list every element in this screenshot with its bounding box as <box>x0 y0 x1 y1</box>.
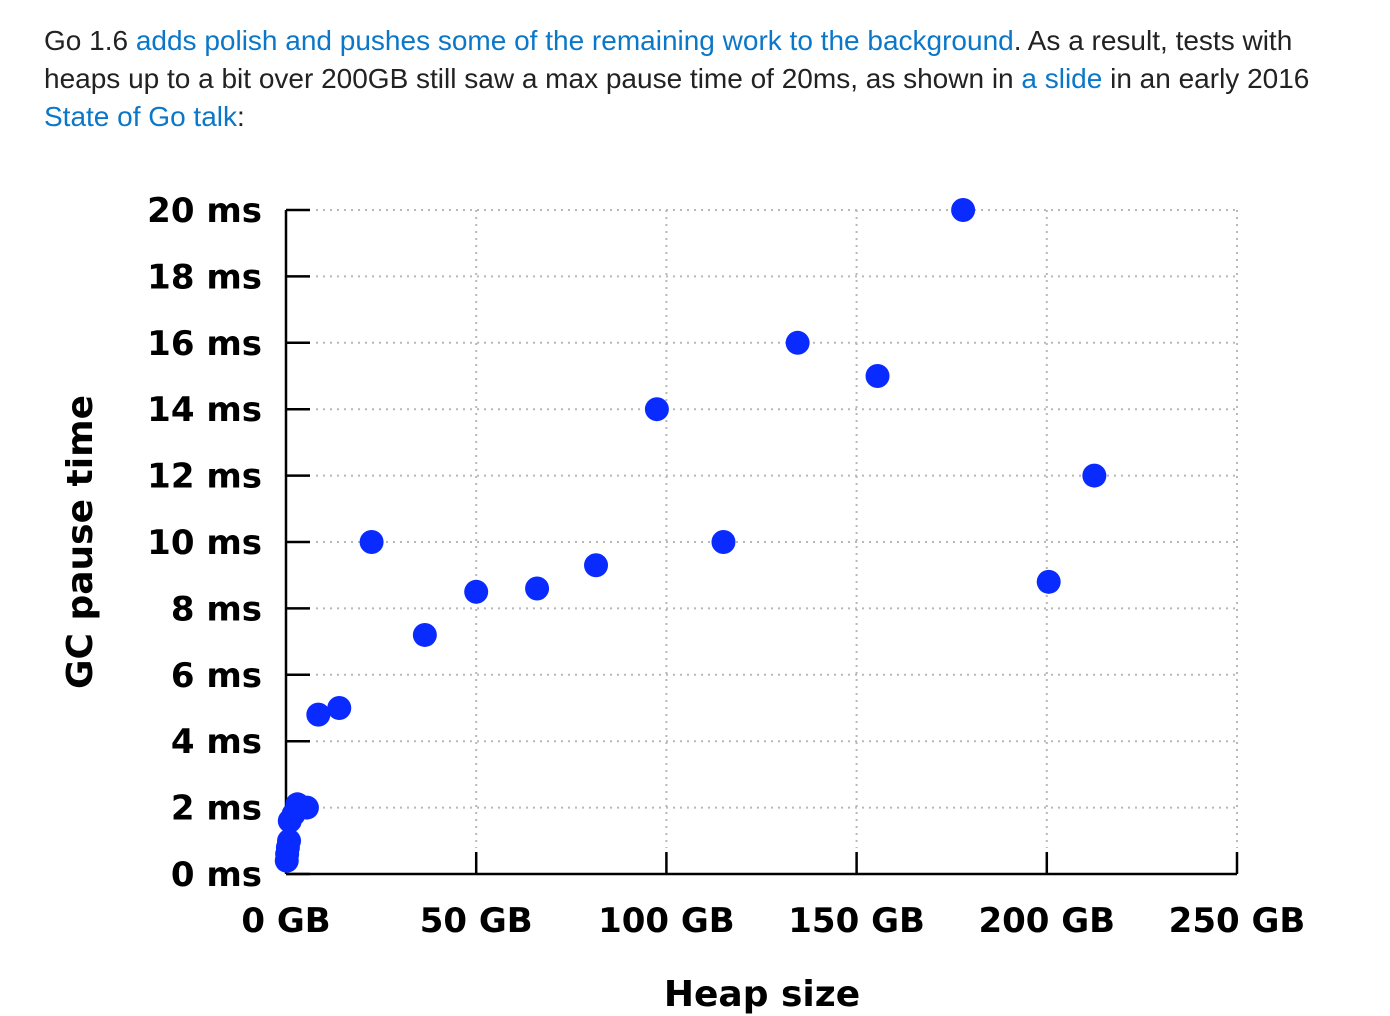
data-points <box>274 198 1107 873</box>
data-point <box>306 702 331 727</box>
y-tick-label: 14 ms <box>147 390 262 430</box>
data-point <box>525 576 550 601</box>
data-point <box>865 364 890 388</box>
y-axis-title: GC pause time <box>60 395 101 689</box>
data-point <box>584 553 609 578</box>
data-point <box>412 622 437 647</box>
y-tick-label: 0 ms <box>171 855 262 895</box>
y-tick-label: 16 ms <box>147 324 262 364</box>
y-tick-label: 18 ms <box>147 257 262 297</box>
data-point <box>1082 463 1107 488</box>
x-tick-label: 200 GB <box>978 901 1115 941</box>
x-tick-label: 0 GB <box>241 901 330 941</box>
data-point <box>785 330 810 355</box>
paragraph-text-2: . As a result, tests with heaps up to a … <box>44 25 1293 94</box>
link-state-of-go-talk[interactable]: State of Go talk <box>44 101 237 132</box>
y-tick-label: 2 ms <box>171 789 262 829</box>
data-point <box>464 579 489 604</box>
y-tick-label: 6 ms <box>171 656 262 696</box>
link-polish-background[interactable]: adds polish and pushes some of the remai… <box>135 25 1014 56</box>
data-point <box>277 828 302 853</box>
data-point <box>711 530 736 554</box>
x-tick-label: 150 GB <box>788 901 925 941</box>
link-a-slide[interactable]: a slide <box>1021 63 1103 94</box>
paragraph-text-3: in an early 2016 <box>1102 63 1310 94</box>
intro-paragraph: Go 1.6 adds polish and pushes some of th… <box>44 22 1354 136</box>
tick-labels: 0 ms 2 ms 4 ms 6 ms 8 ms 10 ms 12 ms 14 ms 16 ms… <box>147 191 1305 941</box>
y-tick-label: 10 ms <box>147 523 262 563</box>
data-point <box>644 397 669 422</box>
y-tick-label: 4 ms <box>171 722 262 762</box>
y-tick-label: 12 ms <box>147 457 262 497</box>
data-point <box>294 795 319 820</box>
data-point <box>359 530 384 554</box>
paragraph-text-4: : <box>237 101 245 132</box>
x-tick-label: 250 GB <box>1169 901 1306 941</box>
y-tick-label: 8 ms <box>171 589 262 629</box>
data-point <box>1036 569 1061 594</box>
data-point <box>327 696 352 720</box>
grid-lines <box>316 209 1238 848</box>
y-tick-label: 20 ms <box>147 191 262 231</box>
x-axis-title: Heap size <box>664 974 860 1015</box>
x-tick-label: 50 GB <box>420 901 533 941</box>
x-tick-label: 100 GB <box>598 901 735 941</box>
data-point <box>951 198 976 222</box>
paragraph-text-1: Go 1.6 <box>44 25 136 56</box>
